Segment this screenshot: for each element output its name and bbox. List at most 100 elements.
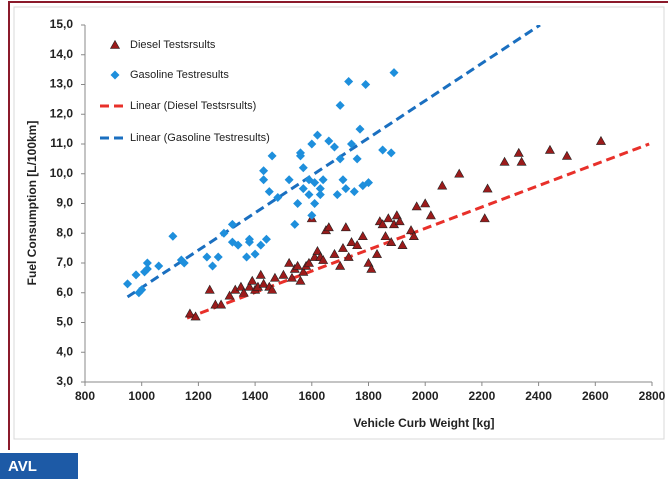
diamond-point [364, 178, 373, 188]
triangle-point [247, 275, 258, 285]
triangle-point [380, 231, 391, 241]
triangle-point [190, 311, 201, 321]
chart-border [13, 6, 665, 440]
diamond-point [352, 154, 362, 164]
y-tick-label: 14,0 [50, 47, 74, 61]
triangle-point [312, 245, 323, 255]
trendline [186, 142, 650, 320]
triangle-point [437, 180, 448, 190]
diamond-point [304, 190, 314, 200]
diamond-point [168, 231, 178, 241]
diamond-point [349, 187, 359, 197]
triangle-point [224, 290, 235, 300]
triangle-point [278, 269, 289, 279]
diamond-point [307, 139, 317, 149]
triangle-point [499, 156, 510, 166]
diamond-point [324, 136, 334, 146]
diamond-point [202, 252, 212, 262]
diamond-point [310, 199, 320, 208]
diamond-point [386, 148, 396, 158]
triangle-point [303, 257, 314, 267]
triangle-point [318, 254, 329, 264]
diamond-point [154, 261, 164, 271]
legend-label: Gasoline Testresults [130, 69, 229, 81]
y-tick-label: 6,0 [56, 285, 73, 299]
triangle-point [357, 231, 368, 241]
triangle-point [340, 222, 351, 232]
trendline [126, 25, 541, 299]
triangle-point [386, 237, 397, 246]
legend-label: Diesel Testsrsults [130, 39, 216, 51]
x-tick-label: 2800 [639, 389, 666, 403]
triangle-point [109, 39, 121, 49]
y-tick-label: 3,0 [56, 374, 73, 388]
triangle-point [335, 260, 346, 270]
diamond-point [312, 130, 322, 140]
y-tick-label: 9,0 [56, 196, 73, 210]
x-tick-label: 1200 [185, 389, 212, 403]
diamond-point [389, 68, 399, 78]
diamond-point [329, 142, 339, 152]
diamond-point [293, 199, 303, 208]
diamond-point [332, 190, 342, 200]
x-tick-label: 2000 [412, 389, 439, 403]
triangle-point [377, 219, 388, 229]
diamond-point [307, 210, 317, 220]
diamond-point [267, 151, 277, 161]
logo: AVL [8, 458, 37, 475]
triangle-point [295, 275, 306, 285]
diamond-point [259, 166, 269, 176]
x-tick-label: 2400 [525, 389, 552, 403]
diamond-point [110, 70, 120, 80]
diamond-point [344, 77, 354, 87]
triangle-point [284, 257, 295, 267]
diamond-point [264, 187, 274, 197]
triangle-point [269, 272, 280, 282]
legend-label: Linear (Gasoline Testresults) [130, 132, 270, 144]
diamond-point [346, 139, 356, 149]
triangle-point [204, 284, 215, 294]
diamond-point [378, 145, 388, 155]
diamond-point [315, 190, 325, 200]
triangle-point [391, 210, 402, 220]
diamond-point [295, 148, 305, 158]
triangle-point [184, 308, 195, 318]
diamond-point [142, 258, 152, 268]
y-tick-label: 4,0 [56, 344, 73, 358]
triangle-point [397, 240, 408, 249]
diamond-point [137, 285, 147, 295]
triangle-point [329, 248, 340, 258]
diamond-point [273, 193, 283, 203]
x-tick-label: 2200 [469, 389, 496, 403]
diamond-point [355, 124, 365, 134]
y-tick-label: 7,0 [56, 255, 73, 269]
triangle-point [406, 225, 417, 235]
diamond-point [310, 178, 320, 188]
diamond-point [298, 184, 308, 194]
triangle-point [286, 272, 297, 282]
diamond-point [261, 234, 271, 244]
diamond-point [290, 219, 300, 229]
diamond-point [131, 270, 141, 280]
x-tick-label: 800 [75, 389, 95, 403]
triangle-point [366, 263, 377, 273]
diamond-point [233, 240, 243, 250]
triangle-point [544, 144, 555, 154]
triangle-point [411, 201, 422, 211]
diamond-point [361, 80, 371, 89]
x-tick-label: 1400 [242, 389, 269, 403]
diamond-point [250, 249, 260, 259]
triangle-point [323, 222, 334, 232]
triangle-point [394, 216, 405, 226]
diamond-point [219, 228, 229, 238]
diamond-point [335, 154, 345, 164]
diamond-point [341, 184, 351, 194]
diamond-point [242, 252, 252, 262]
diamond-point [227, 219, 237, 229]
diamond-point [284, 175, 294, 185]
triangle-point [425, 210, 436, 220]
diamond-point [123, 279, 133, 289]
diamond-point [315, 184, 325, 194]
triangle-point [216, 299, 227, 309]
triangle-point [371, 248, 383, 258]
